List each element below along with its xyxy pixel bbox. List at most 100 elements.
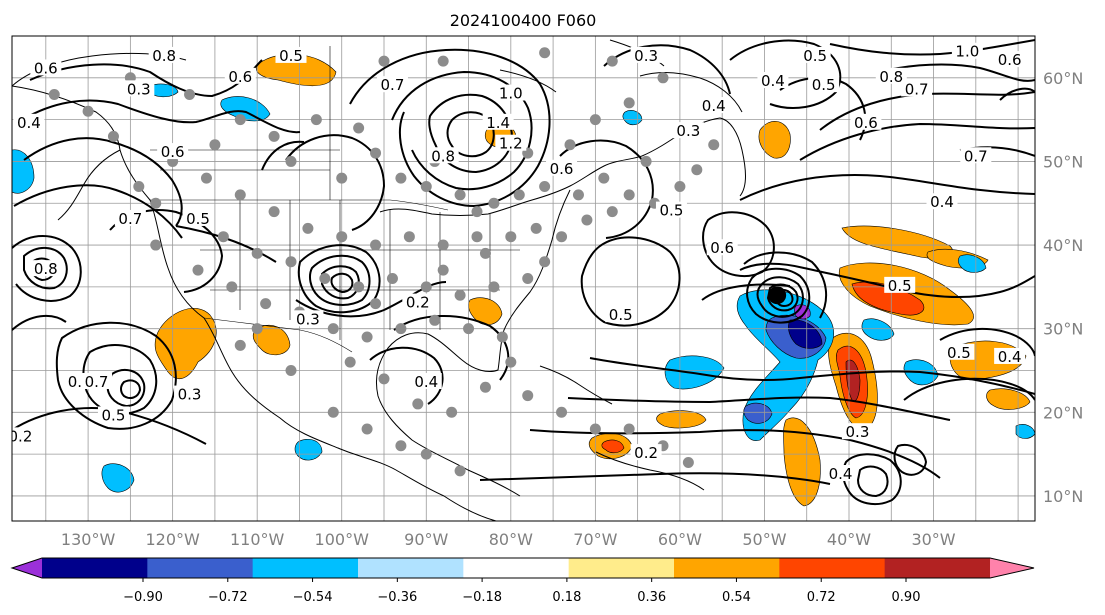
contour-label: 0.5 bbox=[609, 306, 633, 324]
contour-label: 0.8 bbox=[152, 47, 176, 65]
station-marker bbox=[386, 273, 398, 284]
colorbar-tick-label: −0.90 bbox=[123, 590, 163, 605]
colorbar-tick-label: −0.72 bbox=[208, 590, 248, 605]
contour-label-bg bbox=[114, 209, 146, 226]
contour-label-bg bbox=[605, 306, 637, 323]
station-marker bbox=[361, 423, 373, 435]
latitude-label: 20°N bbox=[1043, 403, 1083, 422]
contour-label-bg bbox=[757, 71, 789, 88]
station-marker bbox=[572, 189, 584, 201]
contour-label-bg bbox=[706, 239, 738, 256]
colorbar-tick-label: 0.54 bbox=[722, 590, 751, 605]
station-marker bbox=[581, 214, 593, 226]
station-marker bbox=[353, 122, 365, 134]
contour-label-bg bbox=[875, 67, 907, 84]
latitude-label: 40°N bbox=[1043, 236, 1083, 255]
contour-label-bg bbox=[81, 373, 113, 390]
contour-label-bg bbox=[926, 193, 958, 210]
station-marker bbox=[150, 197, 162, 209]
contour-label: 0.6 bbox=[998, 51, 1022, 69]
positive-anomaly-region bbox=[252, 325, 291, 356]
contour-label-bg bbox=[13, 113, 45, 130]
contour-label: 1.4 bbox=[486, 114, 510, 132]
positive-anomaly-region bbox=[656, 410, 707, 429]
station-marker bbox=[150, 239, 162, 251]
longitude-label: 80°W bbox=[489, 530, 533, 549]
contour-label: 0.3 bbox=[178, 386, 202, 404]
contour-label: 0.6 bbox=[550, 160, 574, 178]
station-marker bbox=[378, 55, 390, 67]
negative-anomaly-region bbox=[743, 402, 773, 424]
colorbar-segment bbox=[568, 558, 675, 578]
contour-label: 0.4 bbox=[930, 193, 954, 211]
station-marker bbox=[361, 331, 373, 343]
station-marker bbox=[556, 231, 568, 243]
latitude-labels: 60°N 50°N 40°N 30°N 20°N 10°N bbox=[1043, 69, 1083, 506]
contour-label: 0.3 bbox=[634, 47, 658, 65]
negative-anomaly-region bbox=[101, 463, 135, 493]
station-marker bbox=[395, 440, 407, 452]
contour-label-bg bbox=[30, 59, 62, 76]
contour-label-bg bbox=[994, 51, 1026, 68]
colorbar-tick-label: 0.36 bbox=[637, 590, 666, 605]
contour-label: 0.3 bbox=[127, 80, 151, 98]
colorbar-tick-label: 0.90 bbox=[892, 590, 921, 605]
station-marker bbox=[682, 456, 694, 468]
contour-label-bg bbox=[174, 385, 206, 402]
longitude-label: 50°W bbox=[742, 530, 786, 549]
station-marker bbox=[285, 155, 297, 167]
longitude-label: 90°W bbox=[404, 530, 448, 549]
station-marker bbox=[420, 281, 432, 293]
station-marker bbox=[217, 231, 229, 243]
contour-label-bg bbox=[402, 293, 434, 310]
station-marker bbox=[539, 181, 551, 193]
station-marker bbox=[420, 448, 432, 460]
station-marker bbox=[344, 356, 356, 368]
longitude-label: 60°W bbox=[658, 530, 702, 549]
station-marker bbox=[184, 89, 196, 101]
station-marker bbox=[640, 155, 652, 167]
station-marker bbox=[192, 264, 204, 276]
latitude-label: 50°N bbox=[1043, 152, 1083, 171]
contour-label-bg bbox=[672, 122, 704, 139]
station-marker bbox=[437, 55, 449, 67]
contour-label-bg bbox=[148, 46, 180, 63]
contour-label-bg bbox=[482, 113, 514, 130]
contour-label: 0.5 bbox=[888, 277, 912, 295]
contour-label: 0.5 bbox=[803, 47, 827, 65]
positive-anomaly-region bbox=[783, 417, 821, 507]
contour-label: 1.0 bbox=[955, 43, 979, 61]
contour-label-bg bbox=[376, 76, 408, 93]
contour-label-bg bbox=[12, 427, 36, 444]
station-marker bbox=[522, 390, 534, 402]
station-marker bbox=[395, 323, 407, 335]
contour-label: 0.4 bbox=[829, 465, 853, 483]
station-marker bbox=[420, 181, 432, 193]
longitude-label: 120°W bbox=[145, 530, 200, 549]
station-marker bbox=[200, 172, 212, 184]
station-marker bbox=[353, 281, 365, 293]
contour-label: 0.5 bbox=[660, 202, 684, 220]
colorbar-segment bbox=[147, 558, 254, 578]
contour-label-bg bbox=[495, 84, 527, 101]
contour-label: 0.3 bbox=[676, 122, 700, 140]
colorbar-tick-label: −0.18 bbox=[462, 590, 502, 605]
station-marker bbox=[674, 181, 686, 193]
station-marker bbox=[412, 398, 424, 410]
station-marker bbox=[336, 231, 348, 243]
contour-label: 1.2 bbox=[499, 135, 523, 153]
station-marker bbox=[530, 222, 542, 234]
colorbar-segment bbox=[358, 558, 464, 578]
colorbar-segment bbox=[42, 558, 148, 578]
positive-anomaly-region bbox=[154, 307, 217, 380]
contour-label-bg bbox=[182, 209, 214, 226]
contour-label: 0.2 bbox=[406, 294, 430, 312]
colorbar-segment bbox=[779, 558, 886, 578]
station-marker bbox=[285, 256, 297, 268]
station-marker bbox=[327, 323, 339, 335]
station-marker bbox=[336, 172, 348, 184]
contour-label: 0.2 bbox=[634, 444, 658, 462]
contour-label: 0.7 bbox=[118, 210, 142, 228]
contour-label: 0.5 bbox=[102, 406, 126, 424]
